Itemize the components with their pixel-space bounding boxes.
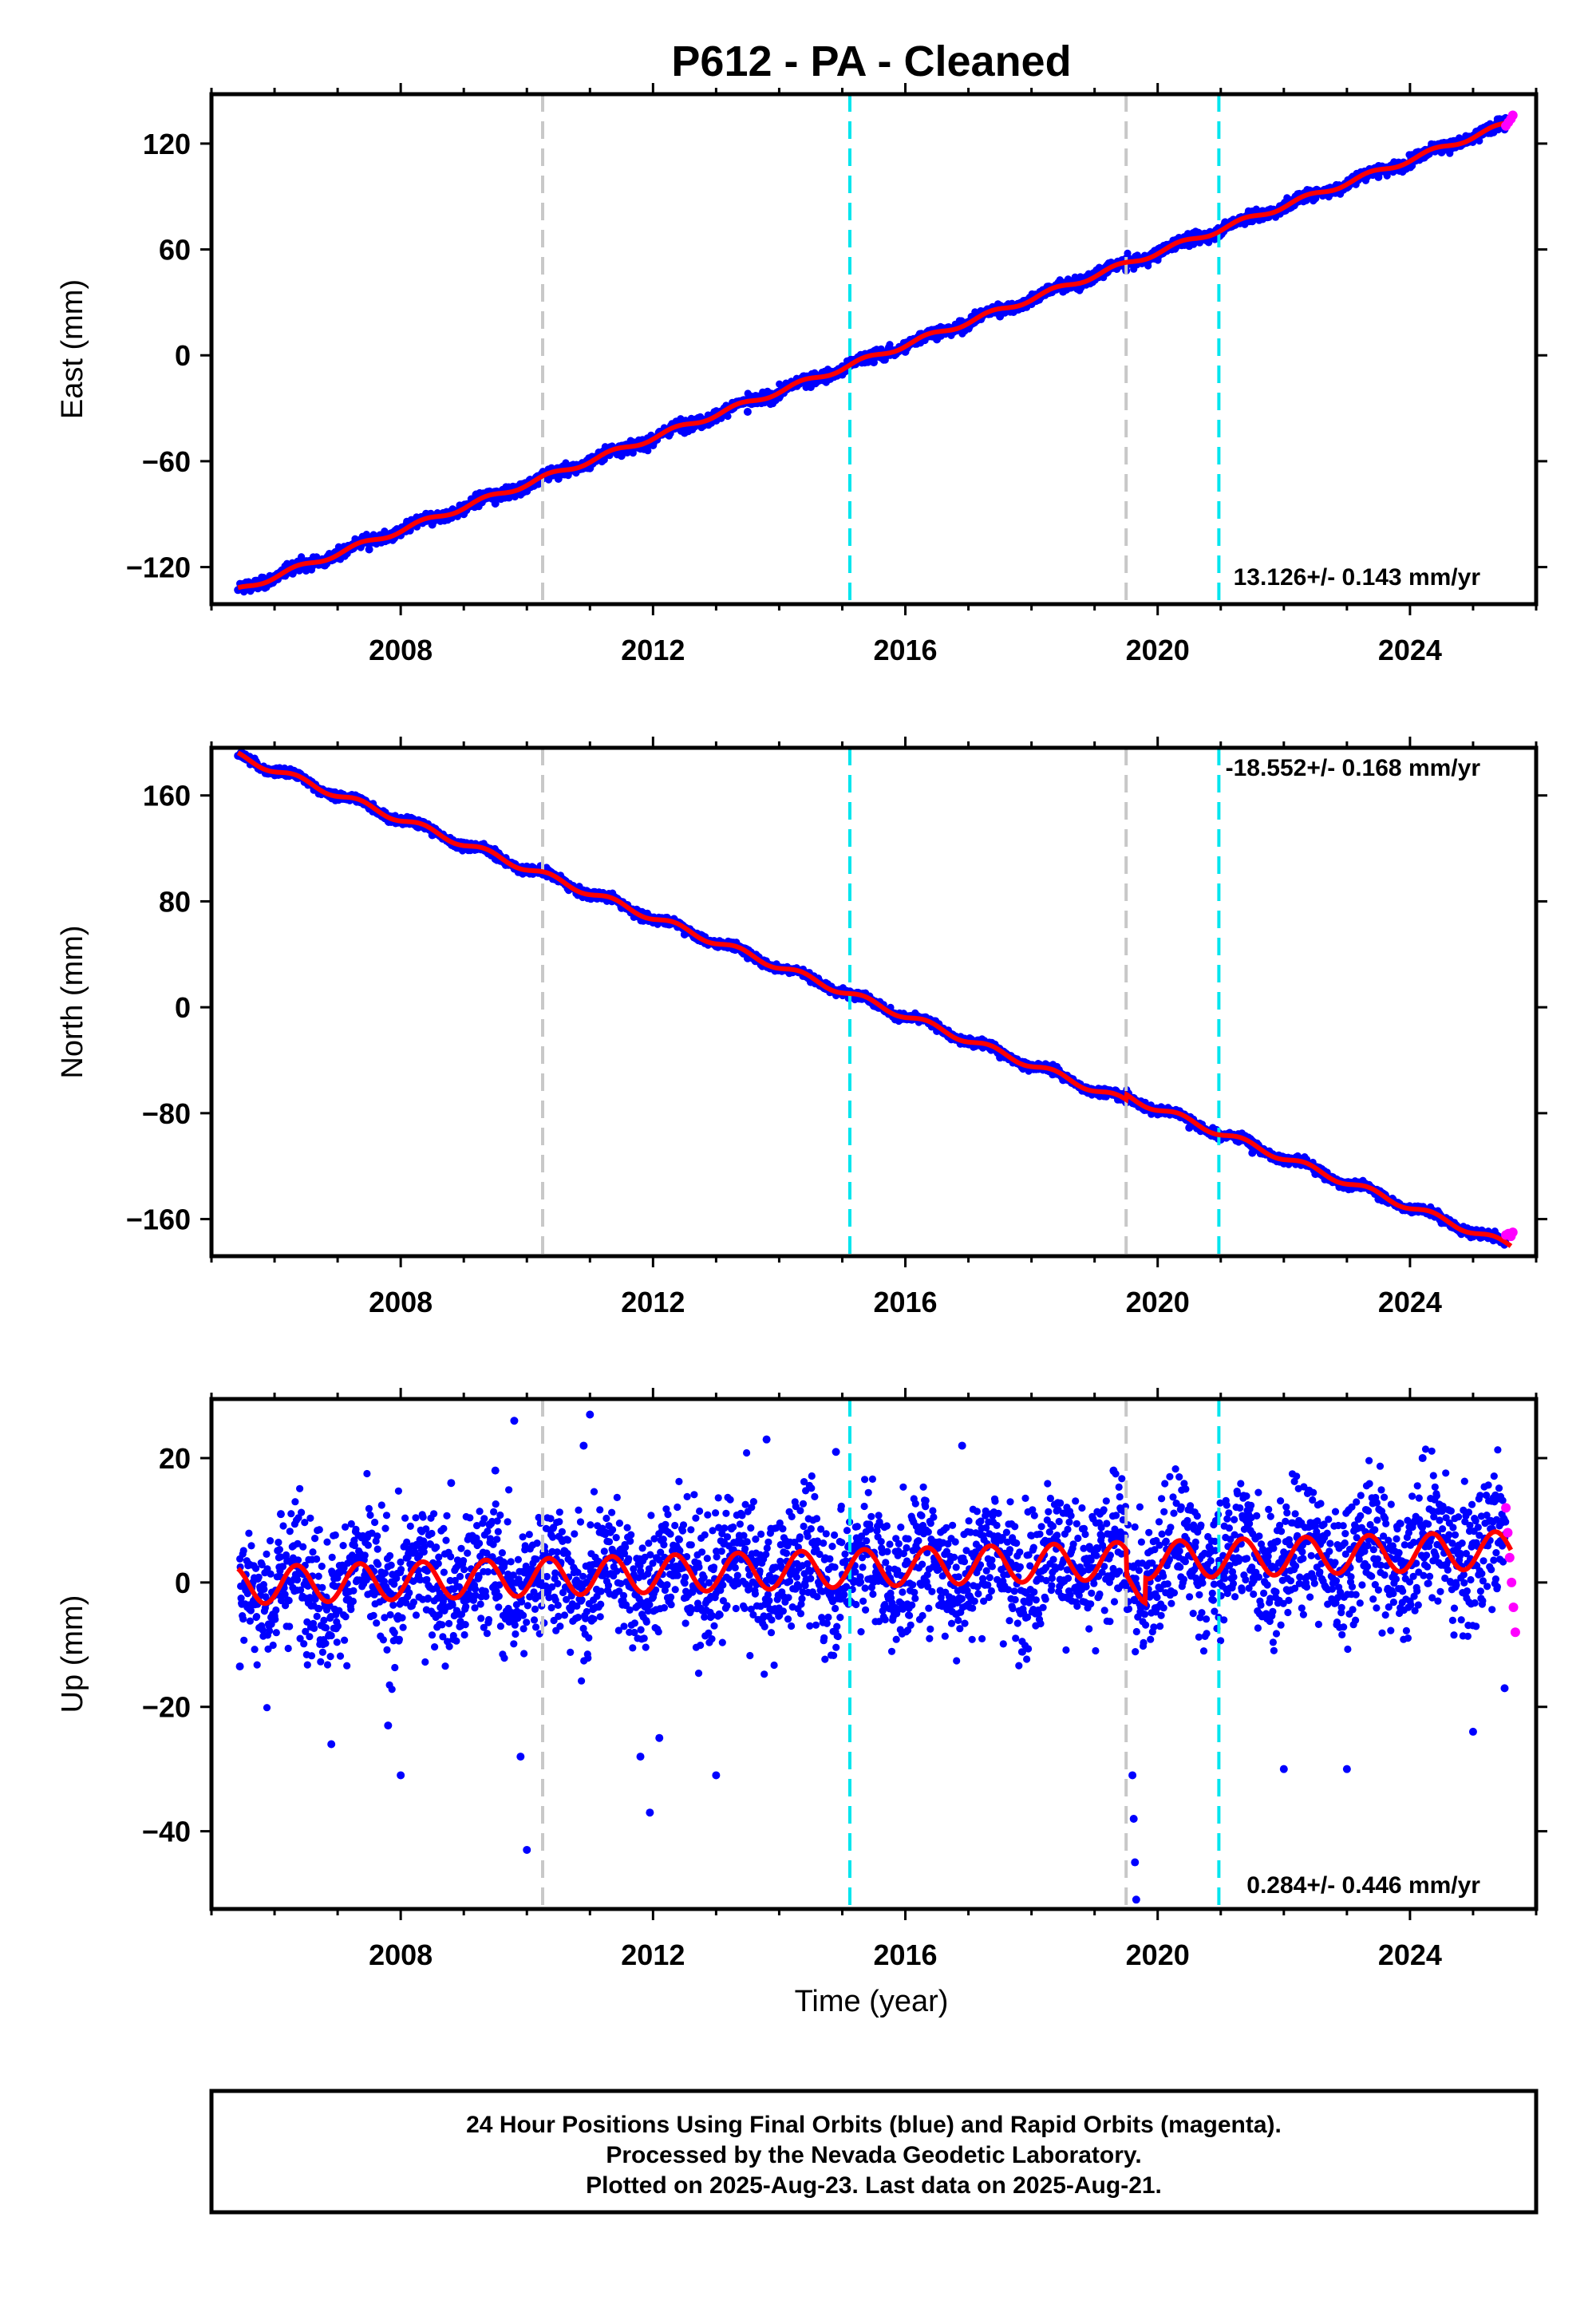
final-point xyxy=(680,429,689,437)
model-trend-line xyxy=(237,120,1511,591)
x-tick-label: 2020 xyxy=(1126,634,1190,666)
final-point xyxy=(806,383,815,392)
final-point xyxy=(649,441,658,450)
final-point xyxy=(1185,242,1194,251)
final-point xyxy=(491,499,500,508)
final-point xyxy=(724,412,732,421)
final-point xyxy=(1437,148,1446,156)
x-tick-label: 2016 xyxy=(873,634,937,666)
final-point xyxy=(1311,194,1320,203)
rate-label: 13.126+/- 0.143 mm/yr xyxy=(1234,564,1481,591)
final-point xyxy=(428,520,437,529)
x-tick-label: 2012 xyxy=(621,634,685,666)
plot-area xyxy=(234,94,1518,604)
final-point xyxy=(1476,136,1483,145)
figure-title: P612 - PA - Cleaned xyxy=(671,38,1071,85)
final-point xyxy=(870,358,878,367)
final-point xyxy=(1374,172,1383,181)
y-tick-label: −120 xyxy=(126,551,191,584)
final-point xyxy=(996,312,1005,321)
y-tick-label: −60 xyxy=(142,445,191,478)
final-point xyxy=(933,335,942,344)
final-point xyxy=(554,475,563,484)
plot-area xyxy=(234,748,1518,1256)
y-tick-label: 60 xyxy=(159,234,191,267)
y-tick-label: 0 xyxy=(175,339,191,372)
rapid-point xyxy=(1507,110,1518,121)
x-tick-label: 2024 xyxy=(1378,634,1442,666)
final-point xyxy=(743,407,752,416)
final-point xyxy=(586,464,595,472)
y-tick-label: 120 xyxy=(143,128,191,160)
final-point xyxy=(365,545,373,554)
final-point xyxy=(302,566,310,575)
final-point xyxy=(617,452,626,460)
plot-frame xyxy=(209,92,1539,607)
final-point xyxy=(1059,287,1068,296)
y-axis-label: East (mm) xyxy=(56,279,89,419)
east-panel: 2008 2012 2016 2020 2024 −120 −60 0 60 120 East (m… xyxy=(56,83,1547,666)
x-tick-label: 2008 xyxy=(369,634,433,666)
final-point xyxy=(1248,217,1257,226)
